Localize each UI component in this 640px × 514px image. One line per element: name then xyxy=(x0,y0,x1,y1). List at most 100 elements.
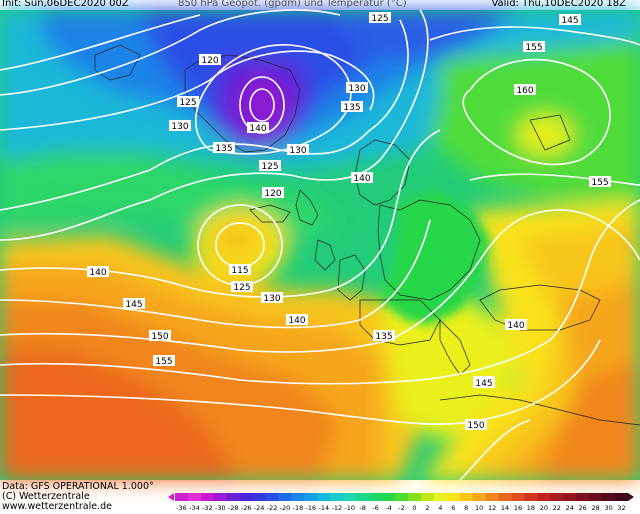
contour-label-bg xyxy=(559,14,581,25)
colorbar-tick-label: -4 xyxy=(385,504,391,512)
contour-label-bg xyxy=(213,142,235,153)
contour-label: 130 xyxy=(263,294,280,304)
contour-labels: 125 145 155 160 155 120 125 130 135 130 140 135 130 1… xyxy=(87,12,611,431)
colorbar-swatch xyxy=(498,493,512,501)
colorbar-tick-label: 14 xyxy=(501,504,509,512)
colorbar-arrow-right xyxy=(628,493,634,501)
colorbar-tick-label: 4 xyxy=(438,504,442,512)
colorbar-tick-label: -26 xyxy=(241,504,252,512)
colorbar-swatch xyxy=(576,493,590,501)
contour-label: 155 xyxy=(155,357,172,367)
colorbar-tick-label: 12 xyxy=(488,504,496,512)
contour-label: 140 xyxy=(249,124,266,134)
colorbar-arrow-left xyxy=(168,493,174,501)
contour-label-bg xyxy=(123,298,145,309)
colorbar-tick-label: -22 xyxy=(267,504,278,512)
colorbar-tick-label: 22 xyxy=(553,504,561,512)
colorbar-swatch xyxy=(524,493,538,501)
contour-label-bg xyxy=(286,314,308,325)
contour-label: 145 xyxy=(561,16,578,26)
contour-label: 130 xyxy=(171,122,188,132)
contour-label: 125 xyxy=(233,283,250,293)
valid-time: Valid: Thu,10DEC2020 18Z xyxy=(491,0,626,9)
colorbar-tick-label: -20 xyxy=(280,504,291,512)
colorbar-swatch xyxy=(317,493,331,501)
contour-label-bg xyxy=(473,377,495,388)
contour-label-bg xyxy=(169,120,191,131)
contour-label-bg xyxy=(341,101,363,112)
contour-label-bg xyxy=(369,12,391,23)
colorbar-tick-label: 6 xyxy=(451,504,455,512)
contour-label: 130 xyxy=(289,146,306,156)
contour-label: 160 xyxy=(516,86,533,96)
colorbar-swatch xyxy=(213,493,228,501)
colorbar-tick-label: 10 xyxy=(475,504,483,512)
contour-label-bg xyxy=(351,172,373,183)
colorbar-swatch xyxy=(550,493,564,501)
map-title: 850 hPa Geopot. (gpdm) und Temperatur (°… xyxy=(178,0,407,9)
data-source: Data: GFS OPERATIONAL 1.000° xyxy=(2,481,154,492)
init-time: Init: Sun,06DEC2020 00Z xyxy=(2,0,129,9)
contour-label-bg xyxy=(373,330,395,341)
colorbar-swatch xyxy=(187,493,202,501)
contour-label: 150 xyxy=(151,332,168,342)
contour-label-bg xyxy=(465,419,487,430)
contour-label: 120 xyxy=(201,56,218,66)
colorbar-tick-label: -10 xyxy=(344,504,355,512)
contour-label: 145 xyxy=(125,300,142,310)
coastlines xyxy=(94,44,640,426)
colorbar: -36 -34 -32 -30 -28 -26 -24 -22 -20 -18 -16 -14 -12-… xyxy=(168,493,634,512)
colorbar-swatch xyxy=(200,493,215,501)
colorbar-tick-label: -34 xyxy=(189,504,200,512)
colorbar-tick-label: 16 xyxy=(514,504,522,512)
colorbar-tick-label: 0 xyxy=(412,504,416,512)
contour-label-bg xyxy=(177,96,199,107)
colorbar-swatch xyxy=(511,493,525,501)
contour-label: 135 xyxy=(215,144,232,154)
contour-label-bg xyxy=(261,292,283,303)
colorbar-tick-label: -16 xyxy=(306,504,317,512)
contour-label-bg xyxy=(247,122,269,133)
contour-label-bg xyxy=(259,160,281,171)
colorbar-tick-label: 26 xyxy=(579,504,587,512)
colorbar-swatch xyxy=(407,493,422,501)
contour-label-bg xyxy=(231,281,253,292)
colorbar-tick-label: -32 xyxy=(202,504,213,512)
colorbar-tick-label: 28 xyxy=(591,504,599,512)
colorbar-swatch xyxy=(356,493,370,501)
contour-label-bg xyxy=(149,330,171,341)
colorbar-tick-label: -8 xyxy=(359,504,365,512)
colorbar-swatch xyxy=(175,493,189,501)
colorbar-tick-label: 32 xyxy=(617,504,625,512)
colorbar-tick-label: -14 xyxy=(319,504,330,512)
colorbar-swatch xyxy=(420,493,435,501)
contour-label: 125 xyxy=(371,14,388,24)
colorbar-tick-label: -24 xyxy=(254,504,265,512)
colorbar-tick-label: 8 xyxy=(464,504,468,512)
colorbar-swatch xyxy=(459,493,474,501)
colorbar-swatch xyxy=(330,493,344,501)
contour-label: 115 xyxy=(231,266,248,276)
colorbar-tick-label: -6 xyxy=(372,504,378,512)
contour-label: 140 xyxy=(288,316,305,326)
colorbar-swatch xyxy=(485,493,499,501)
colorbar-swatch xyxy=(589,493,603,501)
contour-label: 130 xyxy=(348,84,365,94)
colorbar-swatch xyxy=(563,493,577,501)
contour-label-bg xyxy=(505,319,527,330)
contour-label: 135 xyxy=(375,332,392,342)
colorbar-swatch xyxy=(304,493,318,501)
contour-label: 135 xyxy=(343,103,360,113)
contour-label: 155 xyxy=(591,178,608,188)
colorbar-tick-label: -30 xyxy=(215,504,226,512)
colorbar-swatch xyxy=(615,493,629,501)
colorbar-tick-label: 20 xyxy=(540,504,548,512)
contour-label: 140 xyxy=(89,268,106,278)
contour-label-bg xyxy=(87,266,109,277)
colorbar-swatch xyxy=(291,493,305,501)
colorbar-swatch xyxy=(226,493,241,501)
colorbar-swatch xyxy=(446,493,461,501)
contour-label-bg xyxy=(346,82,368,93)
contour-label-bg xyxy=(514,84,536,95)
